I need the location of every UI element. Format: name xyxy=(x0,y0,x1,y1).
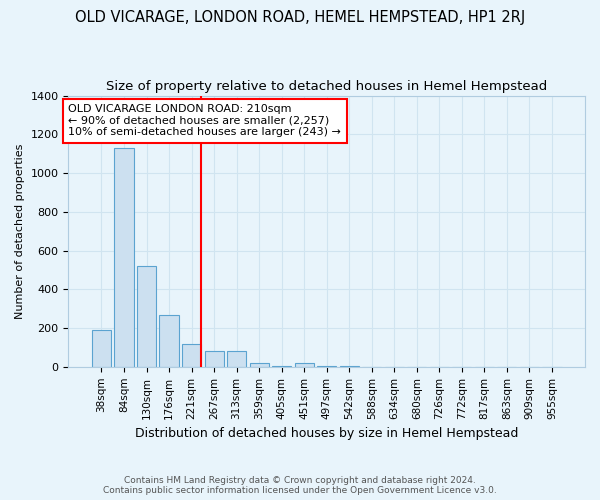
Bar xyxy=(160,314,179,367)
X-axis label: Distribution of detached houses by size in Hemel Hempstead: Distribution of detached houses by size … xyxy=(135,427,518,440)
Text: OLD VICARAGE LONDON ROAD: 210sqm
← 90% of detached houses are smaller (2,257)
10: OLD VICARAGE LONDON ROAD: 210sqm ← 90% o… xyxy=(68,104,341,138)
Text: Contains HM Land Registry data © Crown copyright and database right 2024.
Contai: Contains HM Land Registry data © Crown c… xyxy=(103,476,497,495)
Bar xyxy=(317,366,336,367)
Bar xyxy=(250,363,269,367)
Bar xyxy=(295,363,314,367)
Y-axis label: Number of detached properties: Number of detached properties xyxy=(15,144,25,319)
Title: Size of property relative to detached houses in Hemel Hempstead: Size of property relative to detached ho… xyxy=(106,80,547,93)
Bar xyxy=(272,366,291,367)
Bar xyxy=(205,352,224,367)
Bar xyxy=(340,366,359,367)
Bar xyxy=(92,330,111,367)
Text: OLD VICARAGE, LONDON ROAD, HEMEL HEMPSTEAD, HP1 2RJ: OLD VICARAGE, LONDON ROAD, HEMEL HEMPSTE… xyxy=(75,10,525,25)
Bar xyxy=(182,344,201,367)
Bar xyxy=(227,352,246,367)
Bar xyxy=(137,266,156,367)
Bar xyxy=(115,148,134,367)
